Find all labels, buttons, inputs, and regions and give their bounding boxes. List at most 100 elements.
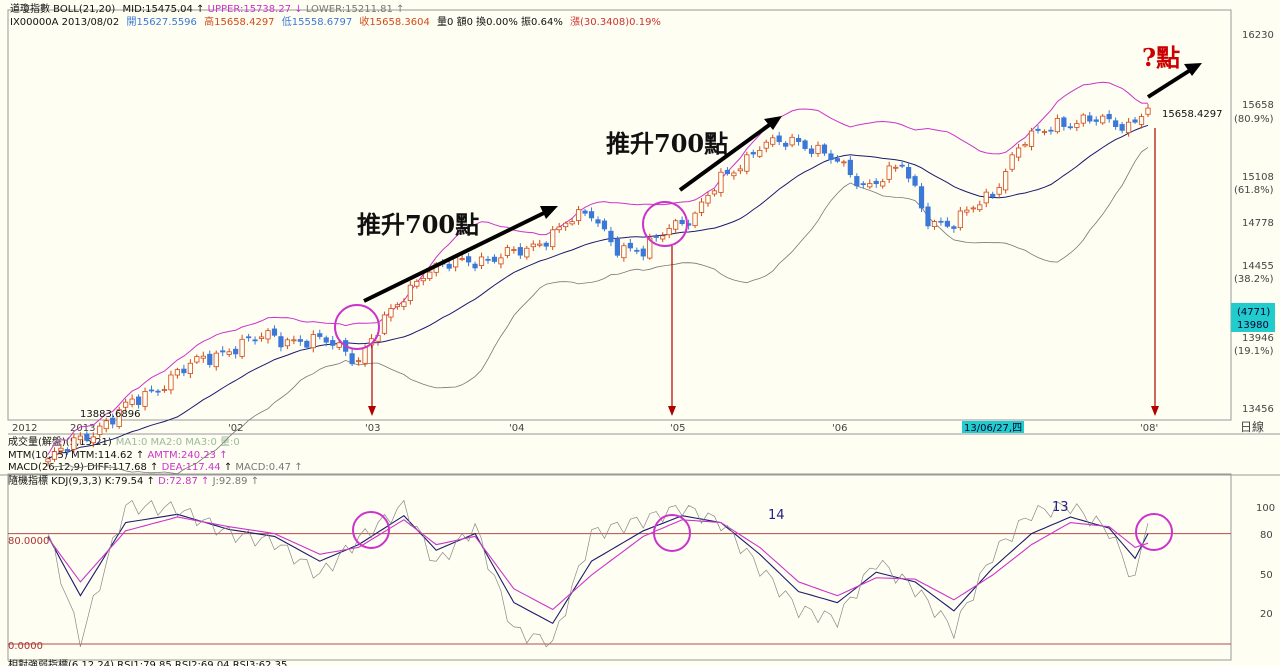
rsi-title: 相對強弱指標(6,12,24) RSI1:79.85 RSI2:69.04 RS… — [8, 658, 287, 666]
candle — [841, 159, 847, 167]
candle — [485, 256, 491, 264]
boll-header: 道瓊指數 BOLL(21,20) MID:15475.04 ↑ UPPER:15… — [10, 2, 404, 15]
y-tick-label: 14778 — [1242, 218, 1274, 229]
candle — [1074, 119, 1080, 132]
svg-text:MACD(26,12,9) DIFF:117.68 ↑ DE: MACD(26,12,9) DIFF:117.68 ↑ DEA:117.44 ↑… — [8, 462, 303, 473]
svg-text:成交量(解盤)(5,15,21)MA1:0 MA2:0 MA: 成交量(解盤)(5,15,21) MA1:0 MA2:0 MA3:0 量:0 — [8, 435, 240, 448]
candle — [1061, 116, 1067, 131]
candle — [970, 205, 976, 213]
candle — [207, 350, 213, 368]
date-label: 2013 — [70, 423, 95, 434]
candle — [71, 433, 77, 453]
candle — [808, 145, 815, 158]
candle — [123, 398, 129, 412]
date-label: '04 — [509, 423, 524, 434]
date-label: '08' — [1140, 423, 1158, 434]
candle — [621, 242, 627, 262]
candle — [355, 357, 362, 366]
y-pct-label: (80.9%) — [1234, 114, 1274, 125]
candle — [465, 253, 472, 267]
candle — [110, 413, 116, 429]
trend-arrow-1 — [363, 209, 549, 303]
candle — [323, 335, 329, 347]
kdj-lines — [8, 499, 1231, 648]
candle — [491, 254, 498, 264]
candle — [168, 370, 174, 395]
y-pct-label: (38.2%) — [1234, 274, 1274, 285]
candle — [990, 191, 996, 199]
kdj-circle-3 — [1135, 513, 1173, 551]
candle — [757, 146, 763, 158]
candle — [401, 298, 407, 311]
candle — [1028, 127, 1035, 151]
candle — [634, 247, 640, 255]
candle — [330, 336, 336, 350]
candle — [1035, 125, 1041, 134]
kdj-d-line — [47, 516, 1149, 611]
trend-arrow-3 — [1146, 67, 1194, 99]
date-label: 2012 — [12, 423, 37, 434]
boll-mid-line — [47, 124, 1149, 460]
drop-arrow-2-head — [668, 406, 676, 416]
kdj-panel — [7, 473, 1232, 661]
y-pct-label: (19.1%) — [1234, 346, 1274, 357]
candle — [310, 330, 316, 353]
candle — [776, 131, 782, 146]
candle — [174, 367, 181, 379]
cursor-price-box: (4771) 13980 — [1231, 303, 1275, 332]
candle — [278, 332, 284, 352]
kdj-tick-label: 80 — [1260, 530, 1273, 541]
candle — [504, 244, 511, 259]
date-label: '03 — [365, 423, 380, 434]
candle — [918, 183, 925, 212]
candle — [1113, 117, 1119, 130]
candle — [1067, 123, 1073, 130]
candle — [103, 417, 109, 433]
candle — [407, 280, 413, 305]
price-axis: 16230 15658 (80.9%) 15108 (61.8%) 14778 … — [1234, 30, 1274, 415]
candle — [77, 432, 83, 445]
kdj-circle-1 — [352, 511, 390, 549]
candle — [647, 233, 653, 260]
y-tick-label: 15658 — [1242, 100, 1274, 111]
candle — [181, 364, 187, 377]
candle — [1100, 113, 1106, 125]
candle — [142, 387, 148, 411]
candle — [905, 163, 912, 183]
ohlc-header: IX00000A 2013/08/02 開15627.5596 高15658.4… — [10, 15, 661, 28]
y-tick-label: 16230 — [1242, 30, 1274, 41]
candle — [239, 334, 245, 359]
candle — [867, 179, 873, 189]
candle — [653, 233, 659, 242]
date-axis: 13/06/27,四 2012 2013 '02 '03 '04 '05 '06… — [12, 419, 1264, 434]
date-label: '05 — [670, 423, 685, 434]
candle — [349, 349, 355, 366]
candle — [194, 354, 200, 364]
annotations: 推升700點 推升700點 ?點 15658.4297 13883.6896 1… — [8, 43, 1222, 652]
candle — [420, 274, 426, 286]
kdj-0-label: 0.0000 — [8, 641, 43, 652]
candle — [414, 279, 420, 289]
candle — [556, 222, 562, 233]
daily-label: 日線 — [1240, 419, 1264, 434]
candle — [304, 339, 310, 350]
candle — [718, 168, 724, 197]
candle — [614, 236, 621, 258]
candle — [1132, 116, 1138, 124]
y-tick-label: 13946 — [1242, 333, 1274, 344]
bollinger-bands — [47, 81, 1149, 475]
low-mark-label: 13883.6896 — [80, 409, 140, 420]
candle — [873, 178, 879, 188]
candle — [58, 444, 64, 456]
candle — [789, 133, 795, 148]
candle — [388, 304, 394, 322]
question-label: ?點 — [1142, 43, 1180, 72]
candle — [931, 219, 938, 230]
boll-lower-line — [47, 147, 1149, 475]
candle — [711, 188, 718, 197]
candle — [821, 143, 828, 156]
candle — [944, 217, 951, 229]
candle — [601, 218, 608, 232]
boll-upper-line — [47, 81, 1149, 455]
